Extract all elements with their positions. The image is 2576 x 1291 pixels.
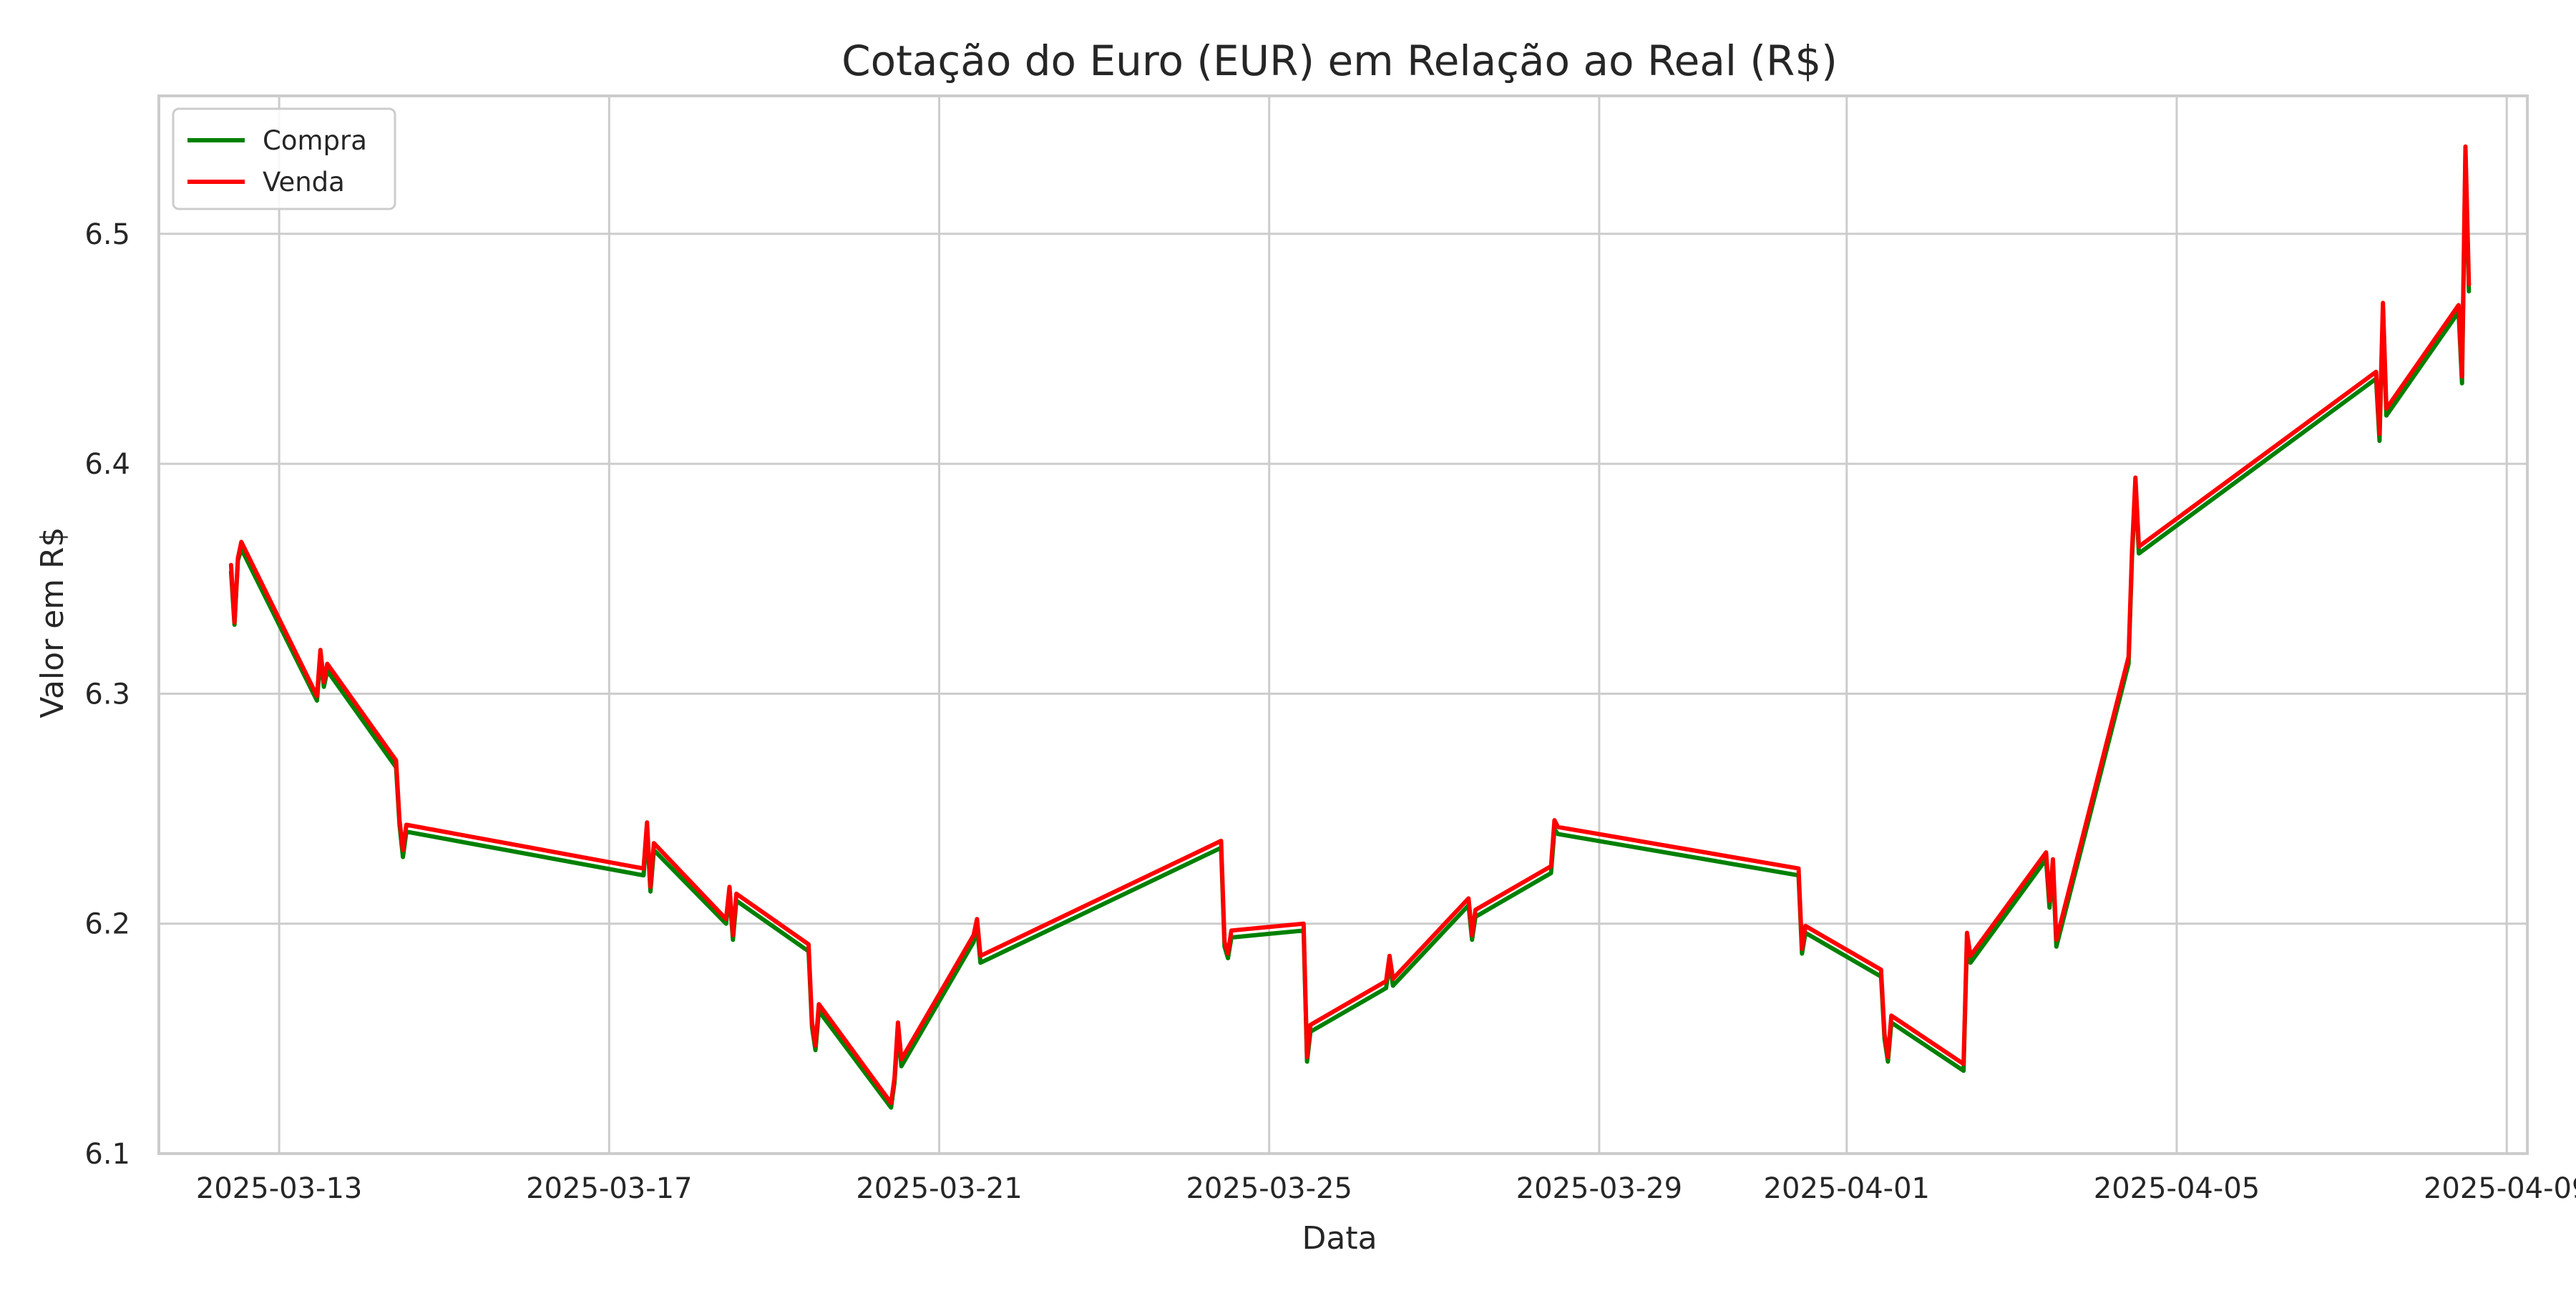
y-tick-label: 6.5 (84, 218, 130, 251)
x-axis-ticks: 2025-03-13 2025-03-17 2025-03-21 2025-03-25… (196, 1172, 2576, 1205)
y-tick-label: 6.2 (84, 908, 130, 941)
series-lines (228, 144, 2472, 1110)
chart-title: Cotação do Euro (EUR) em Relação ao Real… (841, 36, 1838, 85)
x-tick-label: 2025-03-25 (1186, 1172, 1352, 1205)
x-tick-label: 2025-03-21 (856, 1172, 1022, 1205)
y-tick-label: 6.3 (84, 678, 130, 711)
y-axis-ticks: 6.1 6.2 6.3 6.4 6.5 (84, 218, 130, 1171)
plot-frame (157, 94, 2529, 1155)
legend-label: Venda (263, 167, 345, 198)
y-tick-label: 6.4 (84, 448, 130, 481)
series-line-compra (228, 153, 2472, 1110)
x-tick-label: 2025-04-01 (1764, 1172, 1930, 1205)
x-tick-label: 2025-03-13 (196, 1172, 362, 1205)
x-tick-label: 2025-04-05 (2094, 1172, 2260, 1205)
y-axis-label: Valor em R$ (34, 527, 71, 718)
series-line-venda (228, 144, 2472, 1106)
legend: Compra Venda (172, 107, 396, 210)
x-tick-label: 2025-03-29 (1516, 1172, 1682, 1205)
y-tick-label: 6.1 (84, 1138, 130, 1171)
x-axis-label: Data (1302, 1220, 1377, 1257)
grid (159, 96, 2527, 1155)
x-tick-label: 2025-04-09 (2424, 1172, 2576, 1205)
x-tick-label: 2025-03-17 (526, 1172, 692, 1205)
legend-label: Compra (263, 125, 367, 156)
